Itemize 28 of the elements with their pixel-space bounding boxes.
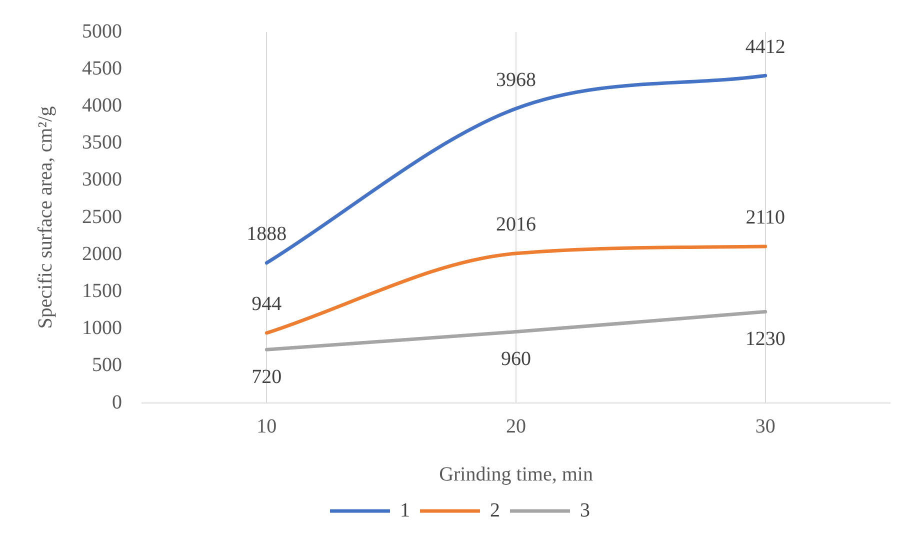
data-label: 4412 (745, 36, 786, 58)
y-tick-label: 3500 (82, 132, 122, 154)
data-label: 720 (252, 366, 282, 388)
data-label: 2110 (746, 206, 785, 229)
y-tick-label: 500 (92, 354, 122, 376)
x-tick-label: 30 (755, 415, 776, 438)
data-label: 960 (501, 348, 531, 370)
x-tick-label: 10 (256, 415, 277, 438)
x-tick-label: 20 (506, 415, 526, 438)
y-tick-label: 5000 (82, 20, 122, 42)
data-label: 1888 (246, 223, 287, 246)
x-axis-title: Grinding time, min (439, 463, 593, 486)
y-tick-label: 4000 (82, 94, 122, 116)
y-tick-label: 0 (112, 391, 122, 414)
y-tick-label: 1500 (82, 280, 122, 302)
legend-label: 2 (490, 499, 500, 522)
y-tick-label: 2000 (82, 242, 122, 265)
data-label: 3968 (496, 68, 536, 91)
data-label: 944 (252, 293, 282, 316)
y-axis-title: Specific surface area, cm²/g (34, 106, 56, 329)
data-label: 2016 (496, 214, 536, 236)
y-tick-label: 1000 (82, 317, 122, 340)
legend-label: 3 (580, 499, 590, 522)
y-tick-label: 2500 (82, 206, 122, 228)
y-tick-label: 4500 (82, 57, 122, 80)
legend-label: 1 (400, 499, 410, 522)
data-label: 1230 (745, 328, 786, 350)
y-tick-label: 3000 (82, 168, 122, 191)
